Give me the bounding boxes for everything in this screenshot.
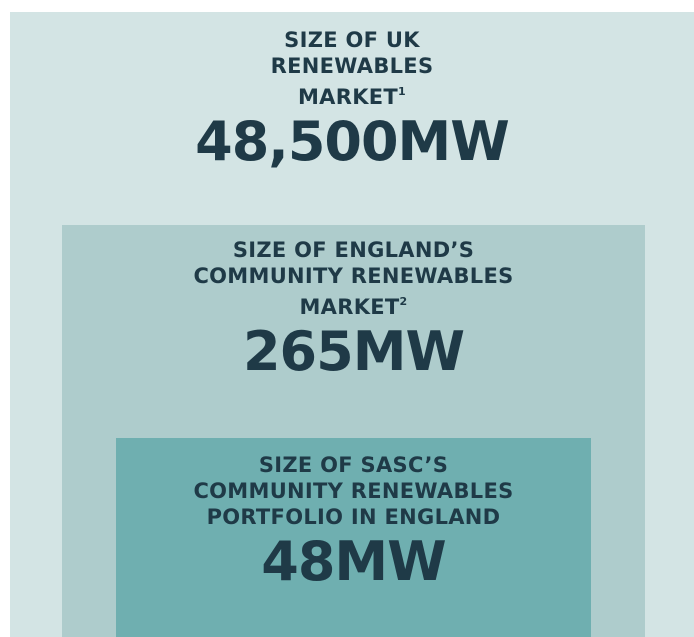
value: 265MW (242, 320, 465, 383)
title-text: SIZE OF ENGLAND’S (232, 238, 475, 262)
title-line: COMMUNITY RENEWABLES (116, 478, 591, 504)
value: 48,500MW (195, 110, 510, 173)
box-label: SIZE OF UK RENEWABLES MARKET1 48,500MW (10, 27, 694, 172)
title-text: COMMUNITY RENEWABLES (193, 479, 514, 503)
title-text: COMMUNITY RENEWABLES (193, 264, 514, 288)
title-line: PORTFOLIO IN ENGLAND (116, 504, 591, 530)
box-label: SIZE OF ENGLAND’S COMMUNITY RENEWABLES MAR… (62, 237, 645, 382)
title-text: SIZE OF UK (284, 28, 420, 52)
title-line: MARKET2 (62, 289, 645, 320)
inner-box (116, 438, 591, 637)
title-text: RENEWABLES (270, 54, 434, 78)
title-text: PORTFOLIO IN ENGLAND (206, 505, 501, 529)
footnote-marker: 1 (398, 85, 407, 98)
title-line: MARKET1 (10, 79, 694, 110)
footnote-marker: 2 (399, 295, 408, 308)
title-text: MARKET (297, 85, 399, 109)
title-line: SIZE OF SASC’S (116, 452, 591, 478)
title-line: COMMUNITY RENEWABLES (62, 263, 645, 289)
value: 48MW (261, 530, 446, 593)
title-text: MARKET (299, 295, 400, 319)
box-label: SIZE OF SASC’S COMMUNITY RENEWABLES PORTFO… (116, 452, 591, 592)
title-line: SIZE OF ENGLAND’S (62, 237, 645, 263)
title-text: SIZE OF SASC’S (258, 453, 449, 477)
title-line: SIZE OF UK (10, 27, 694, 53)
title-line: RENEWABLES (10, 53, 694, 79)
